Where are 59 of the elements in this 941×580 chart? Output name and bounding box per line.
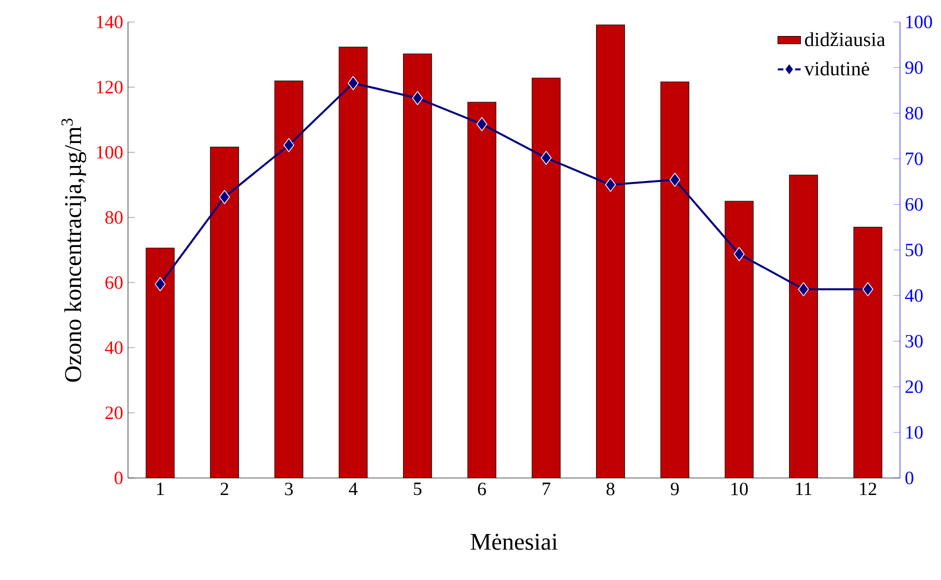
x-tick-label: 3 [285, 482, 293, 496]
x-tick-label: 1 [157, 482, 164, 496]
point [798, 282, 809, 296]
point [219, 190, 230, 204]
x-tick-label: 6 [478, 482, 486, 496]
y2-tick-label: 90 [905, 61, 923, 74]
y2-tick-label: 30 [906, 334, 923, 348]
point [734, 247, 745, 262]
point [540, 150, 552, 165]
point [412, 91, 423, 106]
y2-tick-label: 20 [906, 380, 923, 394]
bar [146, 248, 174, 478]
bar [468, 102, 496, 478]
bar [789, 175, 818, 478]
x-tick-label: 12 [860, 482, 876, 496]
y-tick-label: 100 [96, 146, 123, 159]
point [862, 282, 874, 296]
bar [596, 24, 625, 478]
point [669, 172, 680, 187]
x-tick-label: 10 [731, 482, 748, 496]
y-axis-title: Ozono koncentracija,µg/m$^{3}$ [61, 118, 86, 382]
x-tick-label: 4 [348, 482, 358, 495]
y2-tick-label: 50 [906, 244, 923, 256]
y2-tick-label: 0 [905, 472, 914, 484]
bar [660, 82, 689, 478]
y-tick-label: 20 [105, 406, 123, 420]
point [348, 76, 359, 90]
legend-label: didžiausia [805, 32, 886, 46]
y2-tick-label: 70 [906, 152, 923, 166]
bar [403, 54, 432, 478]
y2-tick-label: 40 [905, 289, 923, 302]
bar [532, 78, 560, 478]
bar [853, 226, 882, 478]
y-tick-label: 60 [105, 276, 123, 289]
y2-tick-label: 100 [906, 16, 932, 28]
y2-tick-label: 60 [906, 198, 923, 211]
point [476, 117, 488, 132]
y-tick-label: 140 [96, 16, 123, 28]
x-axis-title: Mėnesiai [470, 534, 558, 550]
x-tick-label: 9 [670, 482, 679, 496]
y2-tick-label: 80 [905, 106, 923, 120]
bar [210, 147, 239, 478]
point [605, 178, 616, 192]
y-tick-label: 0 [114, 472, 123, 484]
bar [339, 47, 368, 478]
x-tick-label: 2 [220, 482, 228, 496]
bar [725, 201, 754, 478]
point [283, 138, 294, 152]
bar [274, 80, 303, 478]
y-tick-label: 120 [96, 80, 123, 94]
y2-tick-label: 10 [906, 426, 923, 439]
x-tick-label: 8 [606, 482, 614, 496]
x-tick-label: 11 [796, 482, 812, 496]
x-tick-label: 7 [542, 482, 550, 495]
y-tick-label: 40 [104, 341, 123, 354]
y-tick-label: 80 [105, 211, 123, 224]
legend-label: vidutinė [804, 61, 870, 76]
x-tick-label: 5 [414, 482, 422, 496]
point [154, 277, 166, 292]
